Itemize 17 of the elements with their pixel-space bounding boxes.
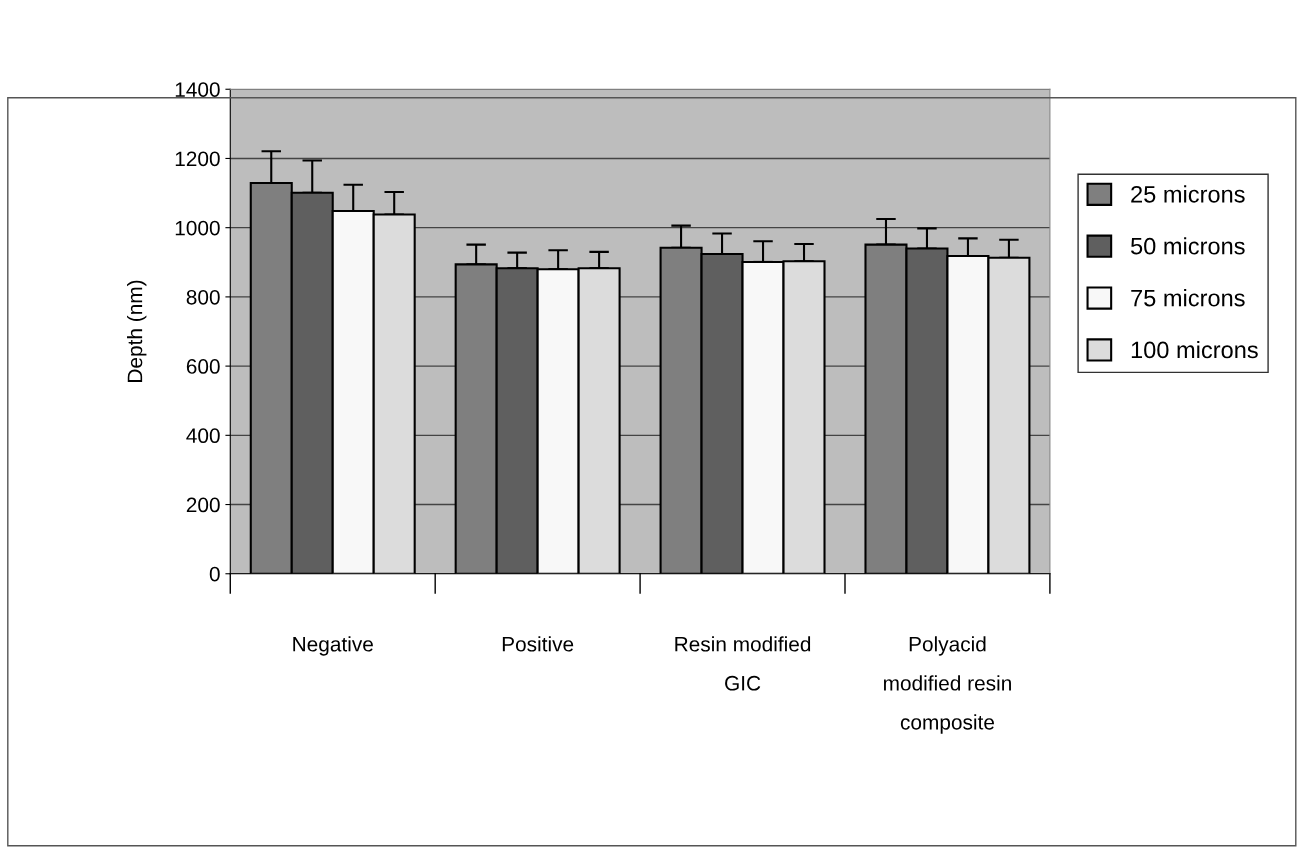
y-tick-label: 0 — [209, 566, 220, 582]
x-tick-label: Positive — [502, 636, 574, 652]
y-tick-label: 800 — [186, 289, 220, 305]
y-tick-label: 400 — [186, 428, 220, 444]
y-axis-title: Depth (nm) — [127, 280, 147, 382]
x-tick-label: Resin modified GIC — [675, 636, 811, 691]
x-tick-label: Polyacid modified resin composite — [884, 636, 1011, 734]
y-tick-label: 200 — [186, 497, 220, 513]
x-tick-label: Negative — [293, 636, 373, 656]
legend-label: 100 microns — [1131, 340, 1258, 359]
y-tick-label: 600 — [186, 359, 220, 374]
legend-label: 50 microns — [1130, 237, 1245, 255]
legend-label: 25 microns — [1131, 185, 1245, 203]
y-tick-label: 1000 — [175, 220, 220, 236]
y-tick-label: 1200 — [175, 151, 220, 167]
y-tick-label: 1400 — [175, 82, 220, 97]
legend-label: 75 microns — [1131, 289, 1245, 307]
